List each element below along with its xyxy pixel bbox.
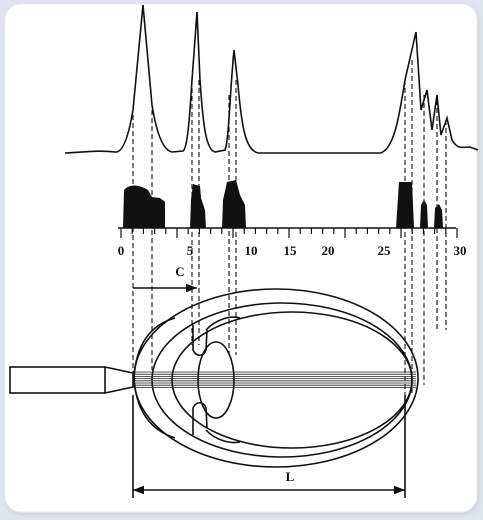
axis-tick-label: 20 — [322, 243, 335, 258]
c-label: C — [175, 264, 184, 279]
axis-tick-label: 30 — [454, 243, 467, 258]
page: 051015202530 C L (() => { c — [0, 0, 483, 520]
panel — [5, 4, 477, 512]
axis-tick-label: 10 — [245, 243, 258, 258]
axis-tick-label: 0 — [118, 243, 125, 258]
axis-tick-label: 15 — [284, 243, 298, 258]
axis-tick-label: 25 — [378, 243, 392, 258]
diagram: 0 5 10 15 20 25 30 C L — [0, 0, 483, 520]
l-label: L — [286, 469, 295, 484]
axis-tick-label: 5 — [187, 243, 194, 258]
